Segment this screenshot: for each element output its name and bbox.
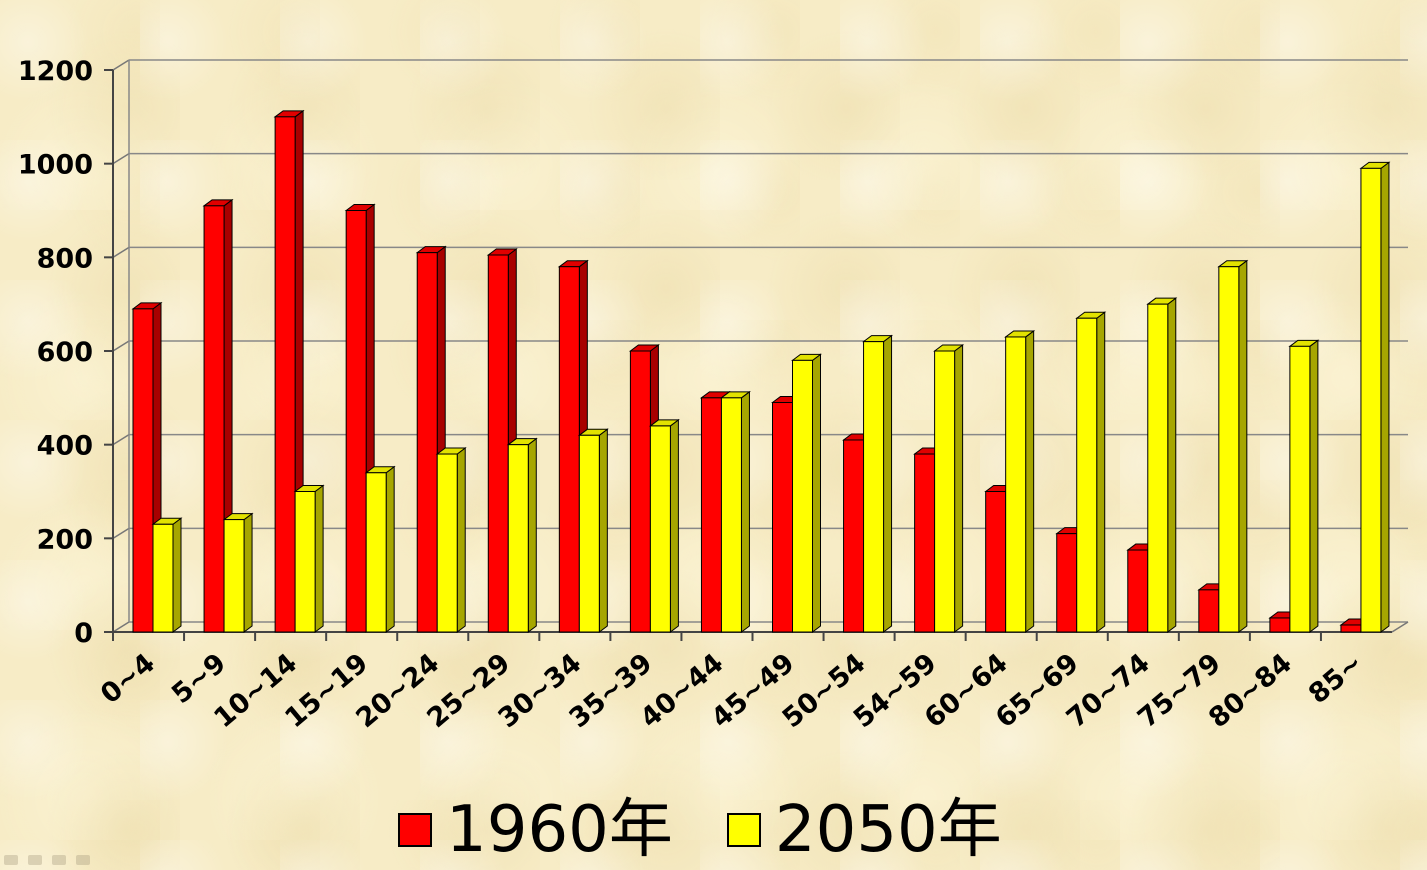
bar [864,342,884,632]
bar-side [173,518,181,632]
bar [650,426,670,632]
bar [630,351,650,632]
y-tick-label: 1200 [18,56,93,87]
bar [275,117,295,632]
floor-edge [1392,622,1408,632]
gridline-depth [113,435,129,445]
x-tick-label: 85~ [1303,648,1369,710]
bar-side [1310,340,1318,632]
bar [295,492,315,633]
legend-item-1960: 1960年 [398,794,673,866]
gridline-depth [113,60,129,70]
bar [844,440,864,632]
bar [508,445,528,632]
bar [701,398,721,632]
bar [366,473,386,632]
y-tick-label: 800 [37,243,93,274]
bar [224,520,244,632]
bar [793,360,813,632]
bar [1128,550,1148,632]
bar-side [813,354,821,632]
bar [346,211,366,633]
bar-side [244,514,252,632]
y-tick-label: 400 [37,431,93,462]
bar [559,267,579,632]
bar [1341,625,1361,632]
y-tick-label: 0 [74,618,93,649]
gridline-depth [113,247,129,257]
bar [1199,590,1219,632]
bar [1057,534,1077,632]
y-tick-labels: 0 200 400 600 800 1000 1200 [18,56,93,649]
bar [488,255,508,632]
y-tick-label: 200 [37,524,93,555]
gridline-depth [113,341,129,351]
bar-side [1239,261,1247,632]
bar-side [315,486,323,633]
bar-side [457,448,465,632]
bar [417,253,437,632]
legend-swatch-2050 [727,813,761,847]
bar [1219,267,1239,632]
legend-label-2050: 2050年 [775,794,1002,866]
bars [133,111,1389,632]
bar [1077,318,1097,632]
bar [437,454,457,632]
bar-side [670,420,678,632]
legend-item-2050: 2050年 [727,794,1002,866]
bar-side [386,467,394,632]
gridline-depth [113,622,129,632]
bar [1270,618,1290,632]
y-tick-label: 1000 [18,150,93,181]
bar [935,351,955,632]
bar [1006,337,1026,632]
bar [579,435,599,632]
bar-side [955,345,963,632]
bar-side [884,336,892,632]
prev-slide-icon[interactable] [4,855,18,865]
x-tick-label: 0~4 [95,648,161,710]
next-slide-icon[interactable] [76,855,90,865]
bar [153,524,173,632]
bar-side [528,439,536,632]
bar [133,309,153,632]
bar [1361,168,1381,632]
bar-side [741,392,749,632]
gridline-depth [113,154,129,164]
bar [1290,346,1310,632]
y-tick-label: 600 [37,337,93,368]
bar [915,454,935,632]
bar [721,398,741,632]
legend-swatch-1960 [398,813,432,847]
bar-side [1168,298,1176,632]
bar-side [1381,162,1389,632]
gridline-depth [113,528,129,538]
legend-label-1960: 1960年 [446,794,673,866]
bar-side [1026,331,1034,632]
menu-icon[interactable] [52,855,66,865]
legend: 1960年 2050年 [398,790,1056,870]
bar [986,492,1006,633]
bar-side [599,429,607,632]
bar [1148,304,1168,632]
bar-side [1097,312,1105,632]
pen-icon[interactable] [28,855,42,865]
bar [204,206,224,632]
slide-nav-controls[interactable] [4,855,90,865]
bar [773,403,793,632]
